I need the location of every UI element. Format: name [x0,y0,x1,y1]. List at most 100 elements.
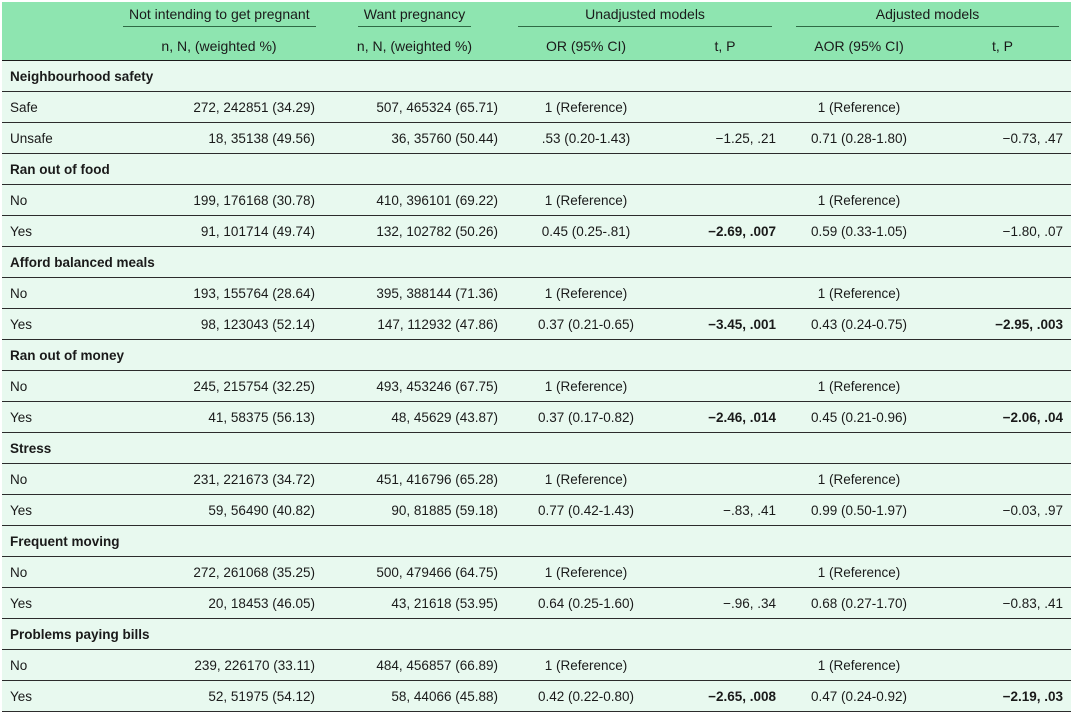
cell-adjusted-tp-value: −2.95, .003 [995,316,1064,332]
cell-adjusted-tp: −0.03, .97 [934,494,1072,526]
cell-not-intending: 18, 35138 (49.56) [115,122,323,154]
cell-not-intending: 199, 176168 (30.78) [115,184,323,216]
table-row: Yes 59, 56490 (40.82) 90, 81885 (59.18) 0.7… [2,494,1072,526]
row-label: Yes [2,308,115,340]
cell-unadjusted-tp: −2.69, .007 [666,215,785,247]
cell-adjusted-tp: −2.06, .04 [934,401,1072,433]
header-not-intending: Not intending to get pregnant [115,2,323,31]
header-unadjusted-models: Unadjusted models [506,2,785,31]
cell-adjusted-tp [934,370,1072,402]
cell-aor-ci: 0.59 (0.33-1.05) [784,215,935,247]
table-row: Unsafe 18, 35138 (49.56) 36, 35760 (50.44)… [2,122,1072,154]
row-label: No [2,556,115,588]
table-header: Not intending to get pregnant Want pregn… [2,2,1072,61]
cell-not-intending: 193, 155764 (28.64) [115,277,323,309]
row-label: Yes [2,401,115,433]
table-row: Yes 41, 58375 (56.13) 48, 45629 (43.87) 0.3… [2,401,1072,433]
section-title: Stress [2,432,1072,464]
subheader-not-intending-counts: n, N, (weighted %) [115,31,323,61]
cell-aor-ci: 1 (Reference) [784,463,935,495]
header-want-pregnancy-label: Want pregnancy [357,6,472,27]
row-label: No [2,463,115,495]
section-title: Ran out of food [2,153,1072,185]
cell-want-pregnancy: 132, 102782 (50.26) [323,215,506,247]
cell-unadjusted-tp-value: −2.46, .014 [708,409,777,425]
header-unadjusted-label: Unadjusted models [518,6,773,27]
row-label: No [2,184,115,216]
section-row: Problems paying bills [2,618,1072,650]
cell-aor-ci: 0.99 (0.50-1.97) [784,494,935,526]
table-row: Safe 272, 242851 (34.29) 507, 465324 (65.7… [2,91,1072,123]
section-title: Afford balanced meals [2,246,1072,278]
header-adjusted-models: Adjusted models [784,2,1072,31]
cell-want-pregnancy: 90, 81885 (59.18) [323,494,506,526]
table-row: Yes 91, 101714 (49.74) 132, 102782 (50.26)… [2,215,1072,247]
section-title: Ran out of money [2,339,1072,371]
cell-adjusted-tp-value: −2.06, .04 [1002,409,1064,425]
cell-adjusted-tp: −1.80, .07 [934,215,1072,247]
cell-not-intending: 245, 215754 (32.25) [115,370,323,402]
section-row: Ran out of money [2,339,1072,371]
row-label: No [2,277,115,309]
section-title: Frequent moving [2,525,1072,557]
table-row: No 272, 261068 (35.25) 500, 479466 (64.75)… [2,556,1072,588]
cell-unadjusted-tp: −.83, .41 [666,494,785,526]
cell-or-ci: .53 (0.20-1.43) [506,122,666,154]
section-row: Ran out of food [2,153,1072,185]
cell-unadjusted-tp-value: −2.69, .007 [708,223,777,239]
cell-adjusted-tp: −2.95, .003 [934,308,1072,340]
cell-adjusted-tp [934,184,1072,216]
cell-want-pregnancy: 507, 465324 (65.71) [323,91,506,123]
cell-or-ci: 1 (Reference) [506,463,666,495]
cell-or-ci: 0.64 (0.25-1.60) [506,587,666,619]
cell-not-intending: 20, 18453 (46.05) [115,587,323,619]
cell-aor-ci: 1 (Reference) [784,91,935,123]
cell-want-pregnancy: 48, 45629 (43.87) [323,401,506,433]
cell-want-pregnancy: 484, 456857 (66.89) [323,649,506,681]
section-title: Problems paying bills [2,618,1072,650]
cell-not-intending: 239, 226170 (33.11) [115,649,323,681]
subheader-or-ci: OR (95% CI) [506,31,666,61]
cell-want-pregnancy: 500, 479466 (64.75) [323,556,506,588]
cell-not-intending: 272, 242851 (34.29) [115,91,323,123]
table-row: No 199, 176168 (30.78) 410, 396101 (69.22)… [2,184,1072,216]
section-row: Afford balanced meals [2,246,1072,278]
cell-want-pregnancy: 147, 112932 (47.86) [323,308,506,340]
cell-not-intending: 272, 261068 (35.25) [115,556,323,588]
cell-aor-ci: 0.43 (0.24-0.75) [784,308,935,340]
cell-adjusted-tp [934,556,1072,588]
subheader-want-counts: n, N, (weighted %) [323,31,506,61]
cell-unadjusted-tp: −3.45, .001 [666,308,785,340]
cell-unadjusted-tp [666,370,785,402]
cell-aor-ci: 1 (Reference) [784,370,935,402]
subheader-aor-ci: AOR (95% CI) [784,31,935,61]
cell-not-intending: 41, 58375 (56.13) [115,401,323,433]
cell-unadjusted-tp-value: −2.65, .008 [708,688,777,704]
cell-aor-ci: 1 (Reference) [784,556,935,588]
section-row: Frequent moving [2,525,1072,557]
header-row-top: Not intending to get pregnant Want pregn… [2,2,1072,31]
subheader-unadjusted-tp: t, P [666,31,785,61]
cell-not-intending: 231, 221673 (34.72) [115,463,323,495]
row-label: Unsafe [2,122,115,154]
cell-unadjusted-tp [666,649,785,681]
cell-unadjusted-tp: −2.46, .014 [666,401,785,433]
cell-adjusted-tp: −0.83, .41 [934,587,1072,619]
row-label: No [2,370,115,402]
cell-or-ci: 0.37 (0.21-0.65) [506,308,666,340]
cell-or-ci: 1 (Reference) [506,370,666,402]
cell-want-pregnancy: 493, 453246 (67.75) [323,370,506,402]
header-want-pregnancy: Want pregnancy [323,2,506,31]
header-empty-cell [2,2,115,31]
section-row: Stress [2,432,1072,464]
cell-or-ci: 0.77 (0.42-1.43) [506,494,666,526]
cell-or-ci: 1 (Reference) [506,556,666,588]
cell-not-intending: 98, 123043 (52.14) [115,308,323,340]
cell-aor-ci: 0.45 (0.21-0.96) [784,401,935,433]
cell-adjusted-tp [934,91,1072,123]
cell-unadjusted-tp [666,91,785,123]
cell-want-pregnancy: 395, 388144 (71.36) [323,277,506,309]
cell-unadjusted-tp-value: −3.45, .001 [708,316,777,332]
